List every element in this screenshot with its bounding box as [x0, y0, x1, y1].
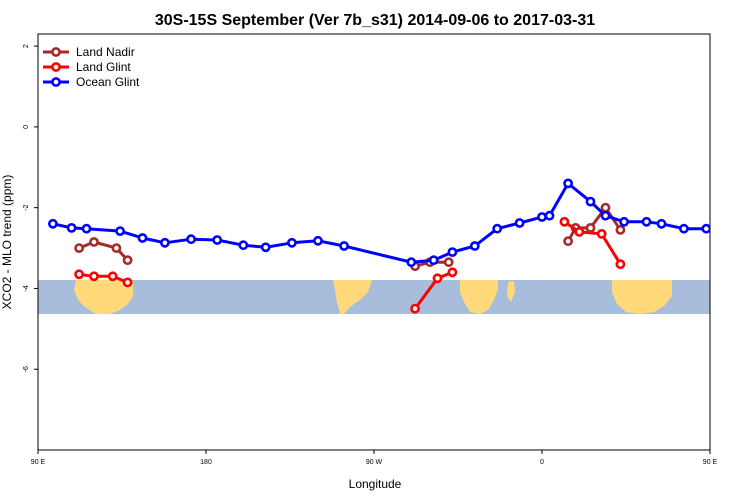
data-point: [260, 242, 271, 253]
data-point: [615, 224, 626, 235]
legend-label: Land Glint: [76, 60, 131, 74]
data-point: [600, 210, 611, 221]
x-tick-label: 90 W: [366, 459, 383, 466]
x-tick-label: 90 E: [31, 459, 46, 466]
data-point: [428, 255, 439, 266]
data-point: [563, 178, 573, 189]
x-tick-label: 0: [540, 459, 544, 466]
data-point: [447, 267, 458, 278]
data-point: [89, 271, 99, 282]
data-point: [111, 243, 122, 253]
data-point: [313, 235, 323, 246]
chart-title: 30S-15S September (Ver 7b_s31) 2014-09-0…: [155, 12, 595, 29]
y-tick-label: 0: [23, 125, 30, 129]
data-point: [212, 235, 223, 245]
data-point: [656, 218, 667, 229]
landmass-africa-left: [74, 280, 133, 314]
data-point: [537, 212, 547, 222]
data-point: [66, 222, 77, 233]
data-point: [48, 218, 58, 229]
y-tick-label: -2: [23, 204, 30, 210]
series-land-glint: [74, 216, 626, 314]
y-tick-label: 2: [23, 44, 30, 48]
legend-item-land-nadir: Land Nadir: [43, 45, 135, 59]
series-line: [563, 220, 622, 265]
data-point: [122, 255, 133, 266]
map-strip: [38, 280, 710, 314]
data-point: [186, 234, 196, 245]
data-point: [122, 277, 133, 288]
data-point: [447, 247, 458, 257]
data-point: [410, 303, 420, 314]
data-point: [619, 216, 629, 227]
data-point: [563, 236, 573, 247]
data-point: [492, 223, 503, 234]
landmass-africa-right: [460, 280, 498, 314]
legend-label: Ocean Glint: [76, 75, 140, 89]
data-point: [115, 226, 125, 236]
y-tick-label: -6: [23, 366, 30, 372]
data-point: [238, 240, 249, 251]
legend-marker: [51, 47, 61, 57]
x-axis: 90 E 180 90 W 0 90 E: [31, 450, 718, 466]
data-point: [432, 273, 443, 284]
data-point: [585, 196, 596, 207]
data-point: [679, 223, 689, 234]
data-point: [559, 216, 570, 227]
data-point: [574, 226, 585, 237]
x-axis-title: Longitude: [349, 477, 402, 491]
data-point: [107, 271, 118, 282]
data-point: [89, 237, 99, 247]
legend-item-ocean-glint: Ocean Glint: [43, 75, 140, 89]
x-tick-label: 90 E: [703, 459, 718, 466]
landmass-africa-far-right: [612, 280, 672, 314]
data-point: [74, 269, 84, 280]
legend-label: Land Nadir: [76, 45, 135, 59]
series-line: [78, 272, 129, 284]
ocean-band: [38, 280, 710, 314]
landmass-south-america: [333, 280, 372, 314]
data-point: [81, 223, 92, 234]
legend-marker: [51, 77, 61, 87]
landmass-madagascar: [507, 281, 515, 302]
data-point: [701, 223, 710, 234]
data-point: [137, 233, 148, 243]
y-axis-title: XCO2 - MLO trend (ppm): [0, 175, 14, 310]
data-point: [286, 237, 297, 248]
y-tick-label: -4: [23, 285, 30, 291]
series-layer: [48, 178, 732, 314]
x-tick-label: 180: [200, 459, 212, 466]
data-point: [74, 243, 84, 253]
data-point: [596, 228, 607, 239]
data-point: [615, 259, 626, 270]
data-point: [443, 257, 454, 268]
data-point: [469, 241, 480, 251]
legend-marker: [51, 62, 61, 72]
plot-frame: [37, 33, 711, 451]
data-point: [600, 202, 611, 213]
data-point: [339, 241, 349, 251]
data-point: [159, 237, 170, 248]
data-point: [641, 216, 652, 227]
series-line: [78, 240, 129, 262]
series-ocean-glint: [48, 178, 732, 268]
y-axis: 2 0 -2 -4 -6: [23, 44, 38, 372]
data-point: [406, 257, 417, 268]
data-point: [544, 210, 555, 221]
data-point: [514, 218, 525, 228]
data-point: [725, 228, 732, 235]
data-point: [585, 222, 596, 233]
legend-item-land-glint: Land Glint: [43, 60, 131, 74]
